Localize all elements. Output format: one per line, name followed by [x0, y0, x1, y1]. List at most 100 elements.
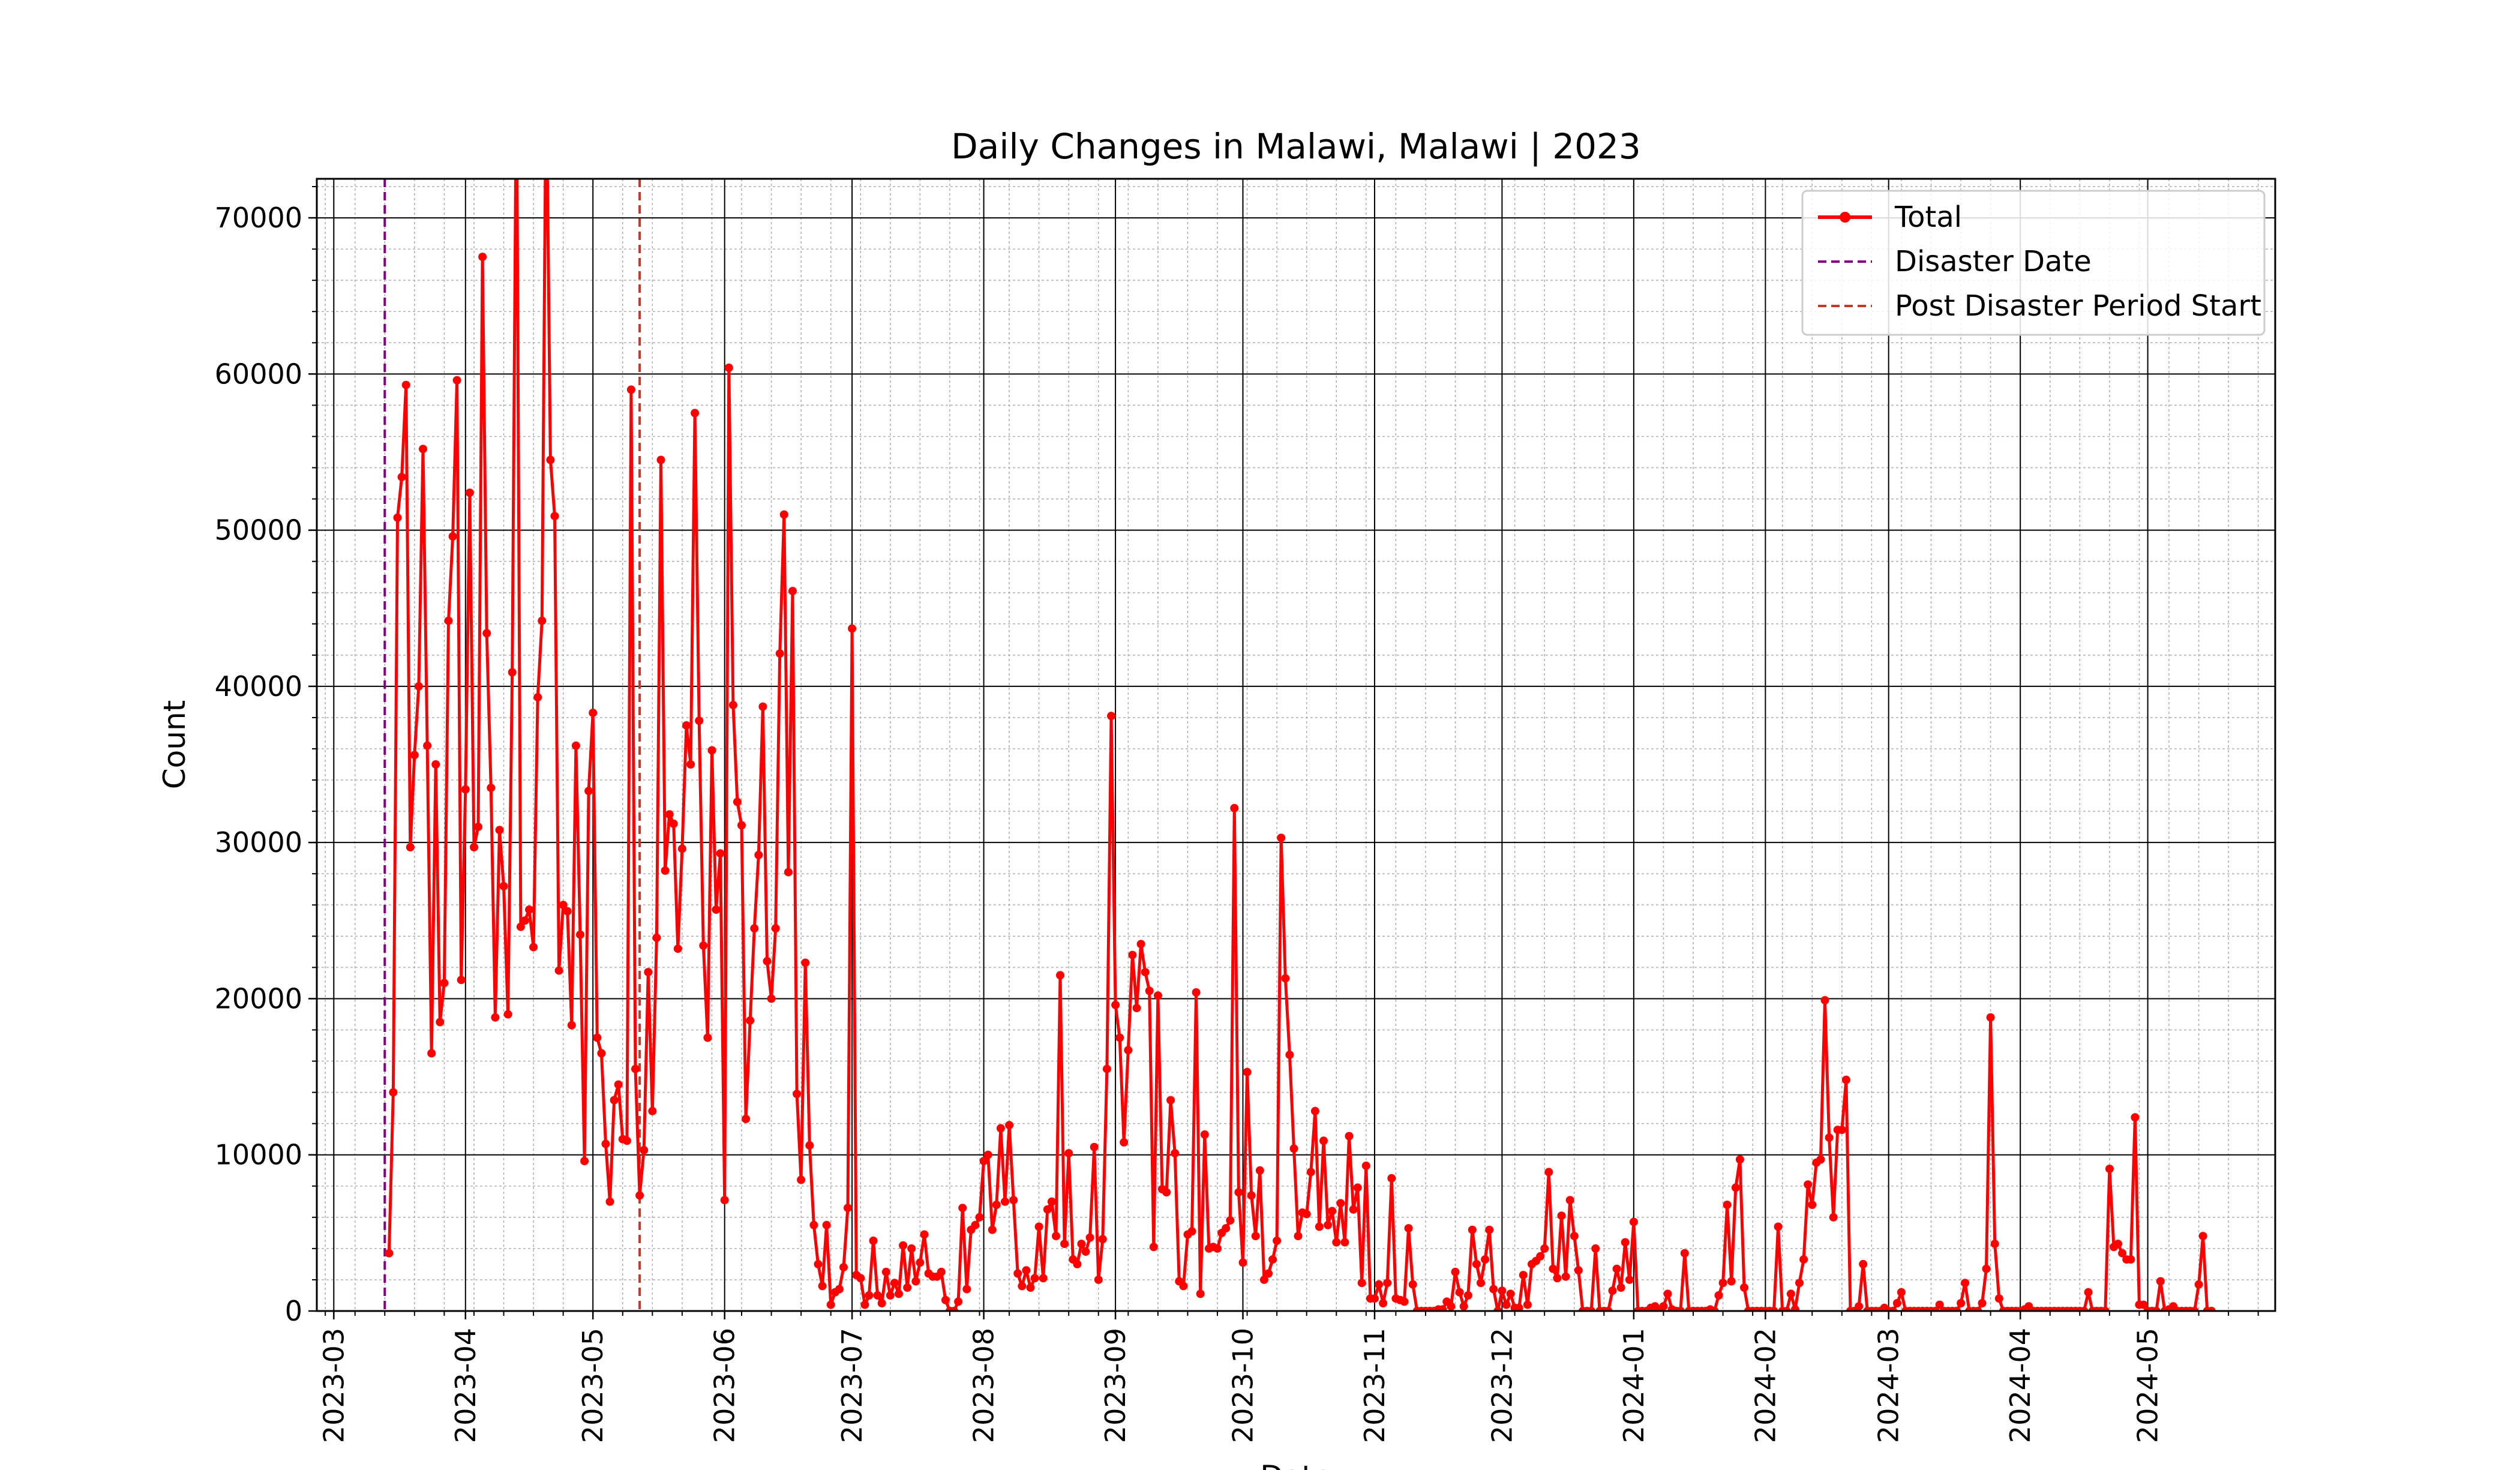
- data-point: [758, 702, 767, 711]
- data-point: [1523, 1300, 1532, 1309]
- data-point: [1294, 1232, 1303, 1241]
- data-point: [1451, 1267, 1460, 1276]
- data-point: [950, 1307, 958, 1311]
- data-point: [550, 512, 559, 521]
- data-point: [1506, 1289, 1515, 1298]
- data-point: [1281, 974, 1290, 983]
- data-point: [1990, 1240, 1999, 1249]
- data-point: [1782, 1307, 1791, 1311]
- x-tick-label: 2023-06: [709, 1328, 741, 1443]
- data-point: [1557, 1211, 1566, 1220]
- data-point: [1136, 940, 1145, 949]
- data-point: [797, 1175, 806, 1184]
- data-point: [1816, 1155, 1825, 1164]
- x-tick-label: 2023-12: [1486, 1328, 1518, 1443]
- data-point: [1324, 1220, 1333, 1229]
- data-point: [767, 994, 776, 1003]
- data-point: [865, 1291, 874, 1300]
- data-point: [1587, 1307, 1596, 1311]
- data-point: [1549, 1264, 1558, 1273]
- data-point: [1820, 996, 1829, 1005]
- data-point: [610, 1096, 619, 1105]
- data-point: [1379, 1299, 1388, 1307]
- data-point: [1982, 1264, 1991, 1273]
- data-point: [733, 797, 742, 806]
- data-point: [1026, 1283, 1035, 1292]
- data-point: [1591, 1244, 1600, 1253]
- data-point: [1825, 1133, 1834, 1142]
- data-point: [401, 380, 410, 389]
- data-point: [393, 513, 402, 522]
- data-point: [699, 941, 708, 950]
- data-point: [1986, 1013, 1995, 1022]
- data-point: [1961, 1279, 1970, 1288]
- x-tick-label: 2023-11: [1358, 1328, 1391, 1443]
- data-point: [1837, 1126, 1846, 1135]
- data-point: [1085, 1233, 1094, 1242]
- x-tick-label: 2023-08: [968, 1328, 1000, 1443]
- data-point: [1544, 1168, 1553, 1177]
- legend-total-marker: [1840, 212, 1850, 223]
- data-point: [457, 976, 466, 985]
- data-point: [444, 616, 453, 625]
- data-point: [669, 819, 678, 828]
- data-point: [482, 629, 491, 638]
- data-point: [1222, 1224, 1231, 1233]
- data-point: [410, 751, 419, 760]
- data-point: [554, 966, 563, 975]
- data-point: [873, 1291, 882, 1300]
- data-point: [1472, 1259, 1481, 1268]
- data-point: [589, 709, 598, 718]
- data-point: [491, 1013, 500, 1022]
- data-point: [1213, 1244, 1222, 1253]
- data-point: [686, 760, 695, 769]
- x-tick-label: 2024-05: [2132, 1328, 2164, 1443]
- data-point: [1230, 803, 1239, 812]
- data-point: [533, 693, 542, 702]
- data-point: [691, 409, 700, 418]
- data-point: [2105, 1165, 2114, 1174]
- data-point: [907, 1244, 916, 1253]
- data-point: [2156, 1277, 2165, 1286]
- data-point: [1115, 1033, 1124, 1042]
- data-point: [1336, 1199, 1345, 1208]
- data-point: [1438, 1305, 1447, 1311]
- data-point: [1153, 991, 1162, 1000]
- data-point: [656, 455, 665, 464]
- data-point: [584, 787, 593, 796]
- data-point: [1498, 1286, 1507, 1295]
- data-point: [614, 1080, 623, 1089]
- data-point: [1039, 1274, 1048, 1283]
- data-point: [1332, 1238, 1341, 1247]
- data-point: [605, 1197, 614, 1206]
- data-point: [1345, 1132, 1354, 1141]
- data-point: [860, 1300, 869, 1309]
- data-point: [499, 882, 508, 890]
- data-point: [1957, 1299, 1966, 1307]
- y-axis: 0 10000 20000 30000 40000 50000 60000 70000: [215, 186, 317, 1327]
- data-point: [601, 1139, 610, 1148]
- data-point: [1723, 1201, 1732, 1209]
- data-point: [1259, 1275, 1268, 1284]
- data-point: [538, 616, 547, 625]
- y-tick-label: 0: [285, 1295, 302, 1327]
- data-point: [648, 1106, 657, 1115]
- data-point: [470, 843, 478, 851]
- data-point: [1247, 1191, 1256, 1200]
- data-point: [1888, 1307, 1897, 1311]
- data-point: [1060, 1240, 1069, 1249]
- data-point: [1166, 1096, 1175, 1105]
- data-point: [1629, 1217, 1638, 1226]
- data-point: [1306, 1168, 1315, 1177]
- data-point: [503, 1010, 512, 1019]
- data-point: [1536, 1252, 1545, 1261]
- data-point: [763, 957, 772, 965]
- data-point: [750, 924, 759, 933]
- data-point: [1098, 1235, 1107, 1244]
- data-point: [1013, 1269, 1022, 1278]
- data-point: [801, 958, 810, 967]
- data-point: [916, 1258, 925, 1267]
- data-point: [899, 1241, 908, 1250]
- data-point: [567, 1021, 576, 1030]
- x-tick-label: 2023-05: [577, 1328, 609, 1443]
